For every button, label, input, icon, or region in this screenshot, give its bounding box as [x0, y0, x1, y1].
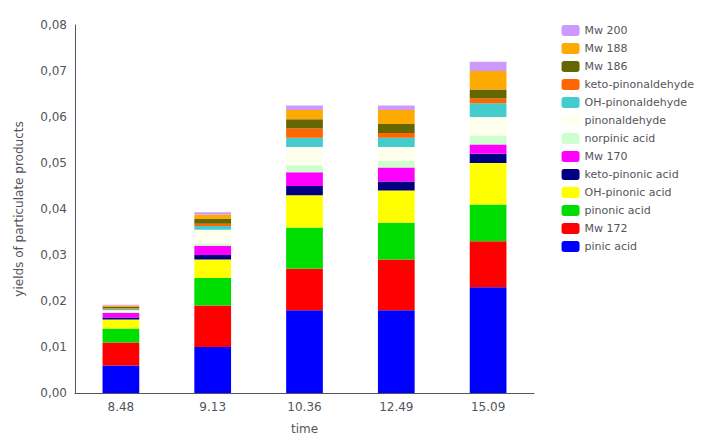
svg-text:Mw 200: Mw 200 [585, 24, 628, 37]
svg-text:keto-pinonaldehyde: keto-pinonaldehyde [585, 78, 695, 91]
svg-text:0,05: 0,05 [40, 156, 67, 170]
svg-text:12.49: 12.49 [379, 400, 413, 414]
svg-text:norpinic acid: norpinic acid [585, 132, 656, 145]
svg-text:8.48: 8.48 [108, 400, 135, 414]
svg-text:pinonic acid: pinonic acid [585, 204, 651, 217]
svg-text:10.36: 10.36 [287, 400, 321, 414]
svg-text:15.09: 15.09 [471, 400, 505, 414]
svg-text:9.13: 9.13 [199, 400, 226, 414]
svg-text:Mw 172: Mw 172 [585, 222, 628, 235]
svg-text:0,07: 0,07 [40, 64, 67, 78]
svg-text:0,04: 0,04 [40, 202, 67, 216]
svg-text:Mw 186: Mw 186 [585, 60, 628, 73]
svg-text:OH-pinonaldehyde: OH-pinonaldehyde [585, 96, 688, 109]
svg-text:pinonaldehyde: pinonaldehyde [585, 114, 667, 127]
svg-text:Mw 188: Mw 188 [585, 42, 628, 55]
svg-text:0,02: 0,02 [40, 294, 67, 308]
svg-text:0,00: 0,00 [40, 386, 67, 400]
svg-text:OH-pinonic acid: OH-pinonic acid [585, 186, 672, 199]
svg-text:Mw 170: Mw 170 [585, 150, 628, 163]
svg-text:keto-pinonic acid: keto-pinonic acid [585, 168, 679, 181]
svg-text:time: time [291, 422, 318, 436]
svg-text:yields of particulate products: yields of particulate products [12, 121, 26, 296]
svg-text:0,08: 0,08 [40, 18, 67, 32]
svg-text:0,06: 0,06 [40, 110, 67, 124]
svg-text:0,01: 0,01 [40, 340, 67, 354]
svg-text:pinic acid: pinic acid [585, 240, 637, 253]
svg-text:0,03: 0,03 [40, 248, 67, 262]
